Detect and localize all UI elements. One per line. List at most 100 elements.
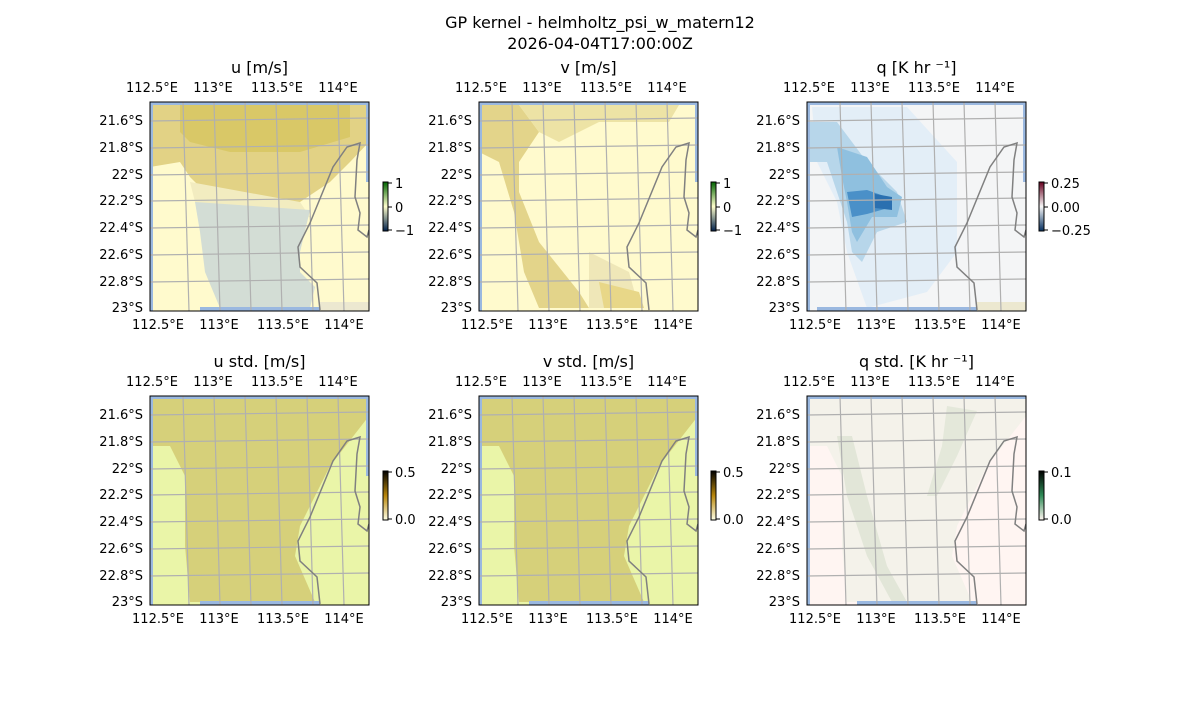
lon-tick-label-top: 114°E [318, 81, 358, 96]
field [807, 396, 1026, 605]
lon-tick-label-top: 114°E [318, 375, 358, 390]
lon-tick-label-bottom: 114°E [653, 612, 693, 627]
gridline-lat [479, 491, 698, 496]
lon-tick-label-top: 112.5°E [455, 375, 507, 390]
lon-tick-label-top: 113°E [193, 375, 233, 390]
panel-title: q [K hr ⁻¹] [877, 58, 957, 77]
lon-tick-label-bottom: 114°E [324, 612, 364, 627]
lon-tick-label-bottom: 112.5°E [461, 318, 513, 333]
lat-tick-label: 21.8°S [99, 141, 143, 156]
gridline-lat [807, 117, 1026, 122]
lat-tick-label: 22.6°S [99, 542, 143, 557]
coastline [954, 435, 1026, 605]
panel-title: v std. [m/s] [543, 352, 634, 371]
map-panel-v: v [m/s] 112.5°E 112.5°E 113°E 113°E 113.5°E 11… [428, 58, 699, 333]
colorbar-bar [1038, 181, 1045, 232]
field [807, 102, 1026, 311]
coastline [297, 435, 369, 605]
lon-tick-label-bottom: 112.5°E [132, 318, 184, 333]
gridline-lon [182, 396, 190, 605]
field-region [817, 307, 977, 311]
axes-frame [149, 395, 370, 606]
lat-tick-label: 22.8°S [428, 275, 472, 290]
gridline-lat [479, 171, 698, 176]
gridline-lat [807, 144, 1026, 149]
lat-tick-label: 22.2°S [756, 194, 800, 209]
map-panel-ustd: u std. [m/s] 112.5°E 112.5°E 113°E 113°E 113.… [99, 352, 370, 627]
field-region [479, 399, 698, 602]
gridline-lon [666, 102, 674, 311]
lat-tick-label: 22.2°S [428, 488, 472, 503]
lon-tick-label-bottom: 112.5°E [132, 612, 184, 627]
lon-tick-label-bottom: 113°E [199, 318, 239, 333]
gridline-lon [244, 102, 252, 311]
lat-tick-label: 22.8°S [428, 569, 472, 584]
gridline-lon [839, 396, 847, 605]
field-region [857, 601, 977, 605]
colorbar-tick-label: 0.0 [395, 513, 416, 528]
axes-frame [806, 395, 1027, 606]
colorbar-tick-label: 0.0 [723, 513, 744, 528]
lat-tick-label: 21.6°S [99, 114, 143, 129]
gridline-lon [573, 396, 581, 605]
gridline-lat [150, 224, 369, 229]
gridline-lon [994, 102, 1002, 311]
lat-tick-label: 22.6°S [428, 542, 472, 557]
lat-tick-label: 23°S [112, 595, 143, 610]
gridline-lat [807, 518, 1026, 523]
colorbar-tick-label: −1 [395, 224, 414, 239]
lat-tick-label: 22.6°S [99, 248, 143, 263]
lat-tick-label: 22.6°S [428, 248, 472, 263]
field [479, 396, 698, 605]
lat-tick-label: 22.4°S [428, 515, 472, 530]
colorbar-ustd: 0.5 0.0 [382, 466, 416, 528]
axes-frame [149, 101, 370, 312]
gridline-lat [479, 465, 698, 470]
gridline-lat [150, 438, 369, 443]
gridline-lat [479, 224, 698, 229]
lon-tick-label-top: 113°E [193, 81, 233, 96]
colorbar-tick-label: 0.0 [1051, 513, 1072, 528]
gridline-lat [150, 411, 369, 416]
lon-tick-label-bottom: 113°E [856, 318, 896, 333]
gridline-lat [479, 518, 698, 523]
field-region [479, 105, 679, 142]
coastline [297, 141, 369, 311]
lat-tick-label: 21.8°S [428, 435, 472, 450]
colorbar-tick-label: 0.25 [1051, 177, 1080, 192]
map-panel-vstd: v std. [m/s] 112.5°E 112.5°E 113°E 113°E 113.… [428, 352, 699, 627]
gridline-lon [275, 102, 283, 311]
lon-tick-label-bottom: 113.5°E [914, 612, 966, 627]
lat-tick-label: 22.8°S [756, 275, 800, 290]
gridline-lat [479, 411, 698, 416]
gridline-lat [479, 572, 698, 577]
gridline-lon [604, 102, 612, 311]
lon-tick-label-bottom: 113°E [856, 612, 896, 627]
lon-tick-label-top: 113.5°E [580, 375, 632, 390]
lon-tick-label-bottom: 112.5°E [789, 612, 841, 627]
gridline-lon [182, 102, 190, 311]
gridline-lat [807, 411, 1026, 416]
lon-tick-label-top: 113.5°E [908, 375, 960, 390]
map-panel-qstd: q std. [K hr ⁻¹] 112.5°E 112.5°E 113°E 113°E… [756, 352, 1027, 627]
gridline-lon [244, 396, 252, 605]
gridline-lon [337, 396, 345, 605]
field-region [150, 102, 369, 105]
field-region [479, 396, 482, 605]
map-panel-q: q [K hr ⁻¹] 112.5°E 112.5°E 113°E 113°E 113.5… [756, 58, 1027, 333]
lon-tick-label-top: 113°E [522, 375, 562, 390]
lon-tick-label-top: 112.5°E [126, 81, 178, 96]
lat-tick-label: 21.6°S [756, 114, 800, 129]
gridline-lon [604, 396, 612, 605]
lat-tick-label: 22.6°S [756, 542, 800, 557]
field-region [479, 396, 698, 399]
gridline-lat [479, 438, 698, 443]
colorbar-qstd: 0.1 0.0 [1038, 466, 1072, 528]
lat-tick-label: 22.6°S [756, 248, 800, 263]
gridline-lat [150, 465, 369, 470]
gridline-lon [932, 396, 940, 605]
field-region [529, 601, 649, 605]
gridline-lat [807, 491, 1026, 496]
gridline-lon [666, 396, 674, 605]
